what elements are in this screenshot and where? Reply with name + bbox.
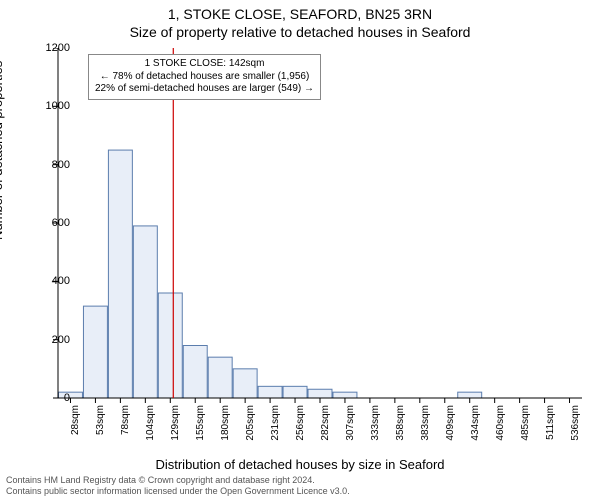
histogram-bar <box>208 357 232 398</box>
x-tick-label: 460sqm <box>495 405 506 450</box>
annotation-line: ← 78% of detached houses are smaller (1,… <box>95 71 314 84</box>
x-tick-label: 511sqm <box>545 405 556 450</box>
histogram-bar <box>308 389 332 398</box>
histogram-bar <box>58 392 82 398</box>
histogram-bar <box>458 392 482 398</box>
footer-line-2: Contains public sector information licen… <box>6 486 594 496</box>
histogram-svg <box>52 48 582 404</box>
y-tick-label: 800 <box>52 159 70 171</box>
x-tick-label: 104sqm <box>145 405 156 450</box>
plot-area <box>58 48 582 398</box>
y-tick-label: 600 <box>52 217 70 229</box>
x-tick-label: 53sqm <box>95 405 106 450</box>
histogram-bar <box>83 306 107 398</box>
x-tick-label: 536sqm <box>570 405 581 450</box>
x-tick-label: 256sqm <box>295 405 306 450</box>
x-tick-label: 333sqm <box>370 405 381 450</box>
histogram-bar <box>233 369 257 398</box>
x-tick-label: 180sqm <box>220 405 231 450</box>
y-tick-label: 1000 <box>46 100 70 112</box>
x-tick-label: 78sqm <box>120 405 131 450</box>
x-tick-label: 307sqm <box>345 405 356 450</box>
histogram-bar <box>183 346 207 399</box>
y-tick-label: 1200 <box>46 42 70 54</box>
histogram-bar <box>133 226 157 398</box>
y-tick-label: 200 <box>52 334 70 346</box>
histogram-bar <box>283 386 307 398</box>
x-tick-label: 434sqm <box>470 405 481 450</box>
x-tick-label: 129sqm <box>170 405 181 450</box>
y-tick-label: 0 <box>64 392 70 404</box>
x-tick-label: 383sqm <box>420 405 431 450</box>
footer-line-1: Contains HM Land Registry data © Crown c… <box>6 475 594 485</box>
x-tick-label: 231sqm <box>270 405 281 450</box>
histogram-bar <box>333 392 357 398</box>
x-tick-label: 155sqm <box>195 405 206 450</box>
x-axis-label: Distribution of detached houses by size … <box>0 457 600 472</box>
x-tick-label: 28sqm <box>70 405 81 450</box>
attribution-footer: Contains HM Land Registry data © Crown c… <box>0 473 600 500</box>
x-tick-label: 358sqm <box>395 405 406 450</box>
chart-subtitle: Size of property relative to detached ho… <box>0 24 600 40</box>
histogram-bar <box>108 150 132 398</box>
y-tick-label: 400 <box>52 275 70 287</box>
address-title: 1, STOKE CLOSE, SEAFORD, BN25 3RN <box>0 6 600 22</box>
annotation-box: 1 STOKE CLOSE: 142sqm← 78% of detached h… <box>88 54 321 100</box>
x-tick-label: 205sqm <box>245 405 256 450</box>
histogram-bar <box>258 386 282 398</box>
y-axis-label: Number of detached properties <box>0 61 5 240</box>
histogram-bar <box>158 293 182 398</box>
x-tick-label: 409sqm <box>445 405 456 450</box>
x-tick-label: 282sqm <box>320 405 331 450</box>
x-tick-label: 485sqm <box>520 405 531 450</box>
annotation-line: 1 STOKE CLOSE: 142sqm <box>95 58 314 71</box>
annotation-line: 22% of semi-detached houses are larger (… <box>95 83 314 96</box>
chart-container: 1, STOKE CLOSE, SEAFORD, BN25 3RN Size o… <box>0 0 600 500</box>
